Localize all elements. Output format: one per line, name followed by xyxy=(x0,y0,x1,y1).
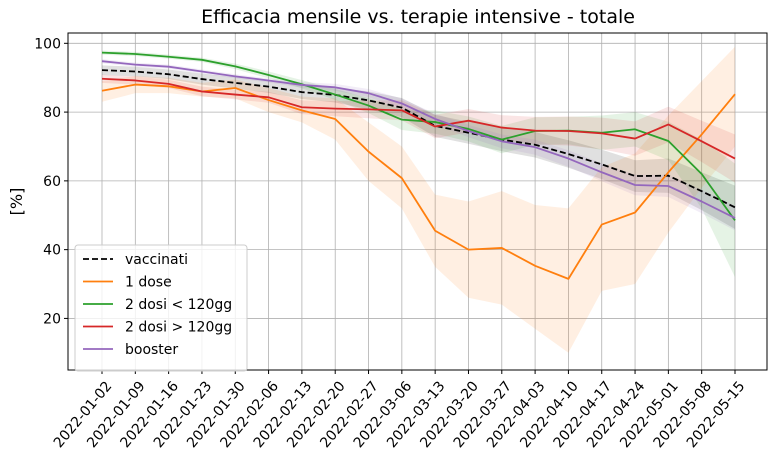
chart-title: Efficacia mensile vs. terapie intensive … xyxy=(201,6,635,28)
legend-label: 2 dosi < 120gg xyxy=(125,297,232,313)
x-axis-ticks: 2022-01-022022-01-092022-01-162022-01-23… xyxy=(51,370,748,451)
y-axis-ticks: 20 40 60 80 100 xyxy=(34,36,68,327)
y-tick-label: 100 xyxy=(34,36,61,52)
legend-label: vaccinati xyxy=(125,252,188,268)
series-line xyxy=(101,83,736,280)
y-tick-label: 20 xyxy=(43,311,61,327)
legend-box xyxy=(74,244,248,372)
series-line xyxy=(101,77,736,160)
series-line xyxy=(101,51,736,221)
plot-area-frame xyxy=(67,32,768,371)
y-tick-label: 60 xyxy=(43,174,61,190)
y-tick-label: 40 xyxy=(43,243,61,259)
series-lines xyxy=(101,51,736,280)
legend: vaccinati 1 dose 2 dosi < 120gg 2 dosi > 12… xyxy=(74,244,248,372)
confidence-band xyxy=(102,46,735,353)
y-tick-label: 80 xyxy=(43,105,61,121)
legend-label: 1 dose xyxy=(125,275,172,291)
series-line xyxy=(101,60,736,219)
confidence-band xyxy=(102,74,735,183)
legend-label: booster xyxy=(125,342,178,358)
confidence-bands xyxy=(102,46,735,353)
series-line xyxy=(101,69,736,209)
legend-label: 2 dosi > 120gg xyxy=(125,320,232,336)
grid-lines xyxy=(68,33,767,370)
y-axis-label: [%] xyxy=(7,188,26,216)
